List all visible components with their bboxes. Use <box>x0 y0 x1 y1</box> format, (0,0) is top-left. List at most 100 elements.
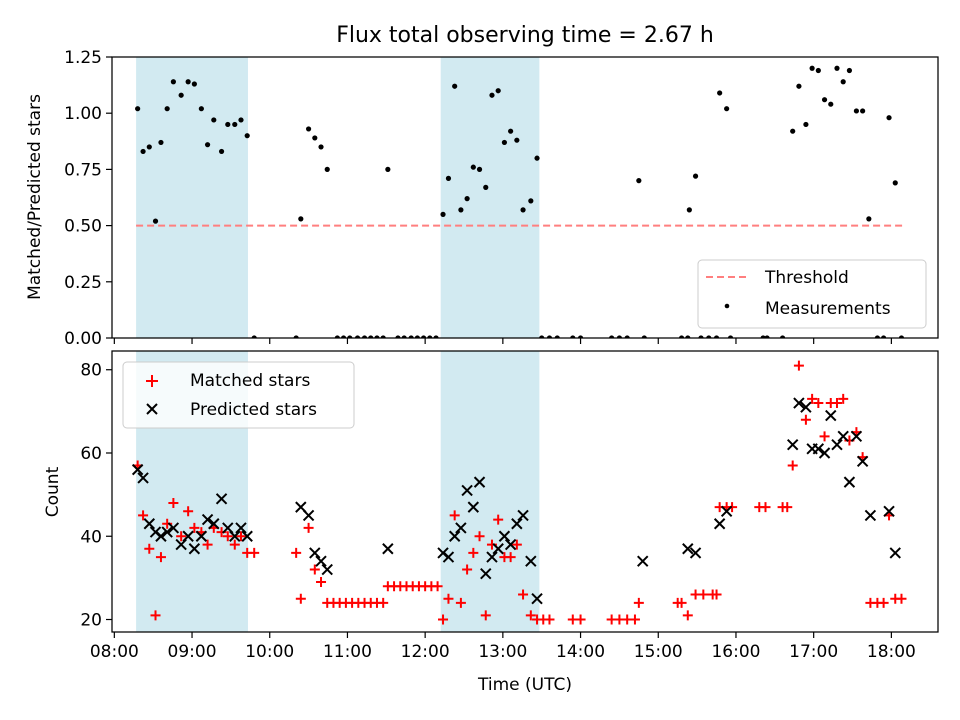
predicted-stars-point <box>864 509 877 522</box>
matched-stars-point <box>698 589 709 600</box>
predicted-stars-point <box>241 530 253 542</box>
measurement-point <box>380 335 386 338</box>
matched-stars-point <box>222 531 233 542</box>
predicted-stars-point <box>517 509 529 522</box>
measurement-point <box>881 335 887 338</box>
predicted-stars-point <box>818 447 831 459</box>
predicted-stars-point <box>856 455 869 468</box>
matched-stars-point <box>813 398 824 409</box>
measurement-point <box>427 335 433 338</box>
measurement-point <box>866 216 872 222</box>
measurement-point <box>408 335 414 338</box>
predicted-stars-point <box>525 555 537 567</box>
measurement-point <box>609 335 615 338</box>
predicted-stars-point <box>682 543 694 555</box>
predicted-stars-point <box>167 522 180 534</box>
predicted-stars-point <box>850 430 863 443</box>
measurement-point <box>191 81 197 87</box>
matched-stars-point <box>183 506 194 517</box>
predicted-stars-point <box>720 505 733 517</box>
measurement-point <box>678 335 685 338</box>
measurement-point <box>501 139 508 146</box>
predicted-stars-point <box>302 509 315 522</box>
matched-stars-point <box>189 522 200 533</box>
measurement-point <box>458 207 464 213</box>
y-tick-label: 0.25 <box>64 273 102 293</box>
measurements-legend-label: Measurements <box>765 299 891 319</box>
predicted-stars-point <box>455 522 467 534</box>
measurement-point <box>354 335 361 338</box>
x-tick-label: 13:00 <box>478 642 527 662</box>
measurement-point <box>853 108 860 114</box>
shaded-interval <box>440 57 540 338</box>
predicted-stars-point <box>131 463 144 476</box>
measurement-point <box>821 97 828 103</box>
matched-stars-point <box>760 502 771 513</box>
measurement-point <box>727 335 734 338</box>
y-tick-label: 20 <box>80 611 102 631</box>
shaded-interval <box>136 57 248 338</box>
measurement-point <box>225 121 231 128</box>
bottom-legend: Matched stars Predicted stars <box>122 361 355 429</box>
matched-stars-point <box>291 547 302 558</box>
matched-stars-point <box>633 597 644 608</box>
predicted-stars-point <box>843 476 856 488</box>
x-tick-label: 08:00 <box>90 642 139 662</box>
measurement-point <box>514 137 520 143</box>
predicted-stars-point <box>309 547 321 559</box>
predicted-stars-point <box>637 555 649 567</box>
x-tick-label: 12:00 <box>401 642 450 662</box>
measurement-point <box>232 121 238 128</box>
measurement-point <box>340 335 347 338</box>
measurement-point <box>244 133 250 139</box>
shaded-interval <box>440 351 540 632</box>
x-tick-label: 16:00 <box>711 642 760 662</box>
predicted-stars-point <box>137 472 149 484</box>
measurement-point <box>334 335 340 338</box>
y-tick-label: 1.00 <box>64 104 102 124</box>
matched-stars-point <box>235 531 246 542</box>
bottom-panel: 20 40 60 80 08:00 09:00 10:00 11:00 12:00 13:00 1… <box>43 350 939 695</box>
bottom-legend-box <box>122 361 355 429</box>
measurement-point <box>685 335 691 338</box>
matched-stars-point <box>168 497 179 508</box>
measurement-point <box>724 106 730 112</box>
predicted-stars-point <box>143 518 156 530</box>
matched-stars-point <box>819 431 830 442</box>
measurement-point <box>846 67 853 74</box>
measurement-point <box>840 79 846 85</box>
y-tick-label: 0.75 <box>64 160 102 180</box>
measurement-point <box>368 335 374 338</box>
measurement-point <box>211 117 217 123</box>
measurement-point <box>318 144 324 150</box>
measurement-point <box>452 83 458 89</box>
bottom-y-ticks: 20 40 60 80 <box>80 361 112 631</box>
predicted-stars-point <box>155 530 167 542</box>
matched-stars-point <box>462 564 473 575</box>
matched-stars-point <box>468 547 479 558</box>
measurement-point <box>464 196 470 202</box>
bottom-x-ticks: 08:00 09:00 10:00 11:00 12:00 13:00 14:00 15:00… <box>90 632 916 662</box>
bottom-y-axis-label: Count <box>43 466 63 517</box>
measurement-point <box>238 117 244 123</box>
matched-stars-point <box>303 522 314 533</box>
matched-stars-point <box>682 610 693 621</box>
matched-stars-point <box>295 593 306 604</box>
measurement-point <box>445 175 452 181</box>
measurement-point <box>204 142 211 148</box>
measurement-point <box>483 184 489 190</box>
matched-stars-point <box>378 597 389 608</box>
matched-stars-point <box>229 539 240 550</box>
measurement-point <box>178 92 184 98</box>
measurement-point <box>874 335 880 338</box>
predicted-stars-point <box>504 538 517 551</box>
predicted-stars-point <box>689 547 702 559</box>
bottom-x-axis-label: Time (UTC) <box>477 675 572 695</box>
x-tick-label: 10:00 <box>245 642 294 662</box>
predicted-stars-point <box>461 484 473 497</box>
measurement-point <box>779 335 786 338</box>
matched-stars-point <box>787 460 798 471</box>
matched-stars-point <box>807 393 818 404</box>
top-x-ticks <box>113 338 892 344</box>
matched-stars-point <box>800 414 811 425</box>
